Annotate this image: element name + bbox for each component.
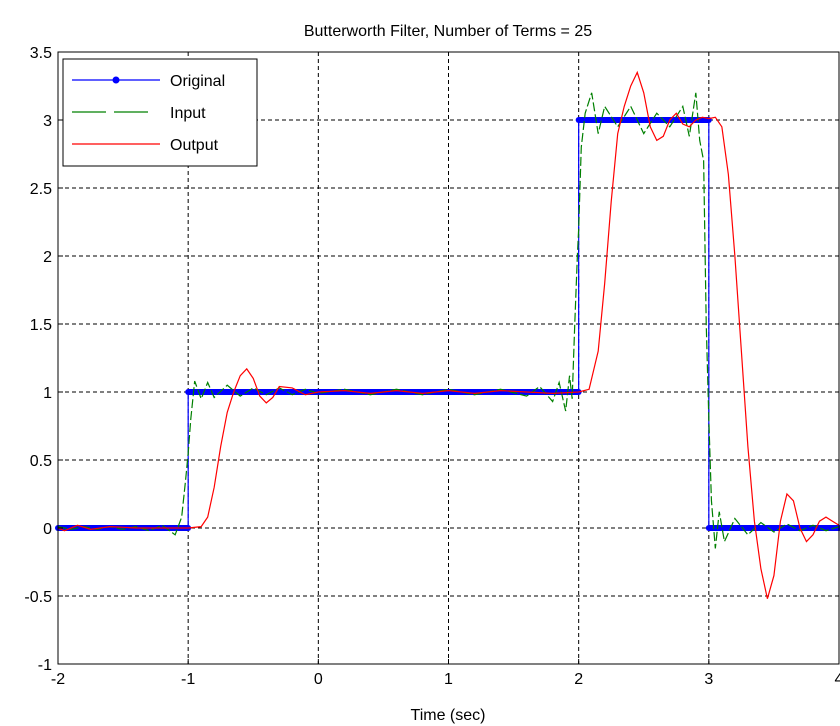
x-tick-label: 0 bbox=[314, 671, 323, 688]
x-axis-label: Time (sec) bbox=[411, 707, 486, 724]
series-output-line bbox=[57, 70, 840, 599]
series-input-line bbox=[57, 92, 840, 549]
legend: Original Input Output bbox=[62, 58, 258, 167]
series-layer bbox=[55, 70, 840, 599]
x-tick-label: -2 bbox=[51, 671, 65, 688]
legend-label-input: Input bbox=[170, 105, 206, 122]
y-tick-label: 1 bbox=[43, 385, 52, 402]
y-tick-label: 3.5 bbox=[30, 45, 52, 62]
series-original-line bbox=[58, 119, 839, 529]
y-tick-label: 3 bbox=[43, 113, 52, 130]
y-tick-label: 2 bbox=[43, 249, 52, 266]
y-tick-label: -1 bbox=[38, 657, 52, 674]
legend-label-original: Original bbox=[170, 73, 225, 90]
chart-title: Butterworth Filter, Number of Terms = 25 bbox=[304, 23, 592, 40]
x-tick-label: -1 bbox=[181, 671, 195, 688]
x-tick-label: 3 bbox=[704, 671, 713, 688]
y-tick-label: 0 bbox=[43, 521, 52, 538]
x-tick-label: 2 bbox=[574, 671, 583, 688]
y-tick-label: 2.5 bbox=[30, 181, 52, 198]
legend-marker-original bbox=[112, 76, 120, 84]
legend-label-output: Output bbox=[170, 137, 219, 154]
ticks: -2 -1 0 1 2 3 4-1-0.500.511.522.533.5 bbox=[24, 45, 840, 688]
x-tick-label: 1 bbox=[444, 671, 453, 688]
y-tick-label: 0.5 bbox=[30, 453, 52, 470]
y-tick-label: 1.5 bbox=[30, 317, 52, 334]
x-tick-label: 4 bbox=[835, 671, 840, 688]
y-tick-label: -0.5 bbox=[24, 589, 52, 606]
